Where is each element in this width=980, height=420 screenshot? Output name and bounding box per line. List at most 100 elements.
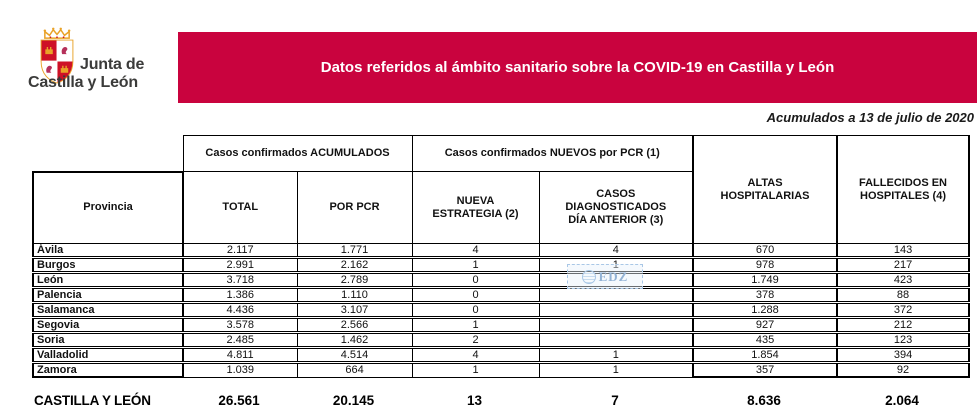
cell-total: 3.718 — [182, 272, 298, 289]
cell-total: 4.436 — [182, 302, 298, 319]
date-note: Acumulados a 13 de julio de 2020 — [766, 110, 974, 125]
cell-casos-dia-anterior — [538, 302, 694, 319]
cell-casos-dia-anterior — [538, 332, 694, 349]
cell-altas: 1.854 — [692, 347, 839, 364]
cell-fallecidos: 423 — [836, 272, 971, 289]
table-row: Salamanca 4.436 3.107 0 1.288 372 — [32, 302, 971, 319]
cell-casos-dia-anterior — [538, 317, 694, 334]
cell-fallecidos: 217 — [836, 257, 971, 274]
blank-corner-cell — [33, 135, 183, 172]
cell-nueva-estrategia: 0 — [411, 302, 540, 319]
covid-data-table: Casos confirmados ACUMULADOS Casos confi… — [32, 135, 971, 378]
cell-altas: 357 — [692, 362, 839, 378]
cell-altas: 927 — [692, 317, 839, 334]
table-row: Soria 2.485 1.462 2 435 123 — [32, 332, 971, 349]
cell-total: 4.811 — [182, 347, 298, 364]
coat-of-arms-icon — [40, 27, 74, 84]
cell-province: Segovia — [32, 317, 184, 334]
cell-por-pcr: 1.110 — [296, 287, 413, 304]
cell-fallecidos: 212 — [836, 317, 971, 334]
cell-fallecidos: 372 — [836, 302, 971, 319]
header-group-new-pcr: Casos confirmados NUEVOS por PCR (1) — [411, 135, 694, 172]
header-nueva-estrategia: NUEVA ESTRATEGIA (2) — [411, 171, 540, 244]
totals-casos-dia-anterior: 7 — [611, 392, 619, 408]
cell-nueva-estrategia: 0 — [411, 272, 540, 289]
cell-altas: 978 — [692, 257, 839, 274]
table-group-header-row: Casos confirmados ACUMULADOS Casos confi… — [33, 135, 971, 244]
cell-province: León — [32, 272, 184, 289]
watermark-text: EDZ — [598, 268, 629, 284]
cell-province: Soria — [32, 332, 184, 349]
cell-total: 1.386 — [182, 287, 298, 304]
table-row: Burgos 2.991 2.162 1 1 978 217 — [32, 257, 971, 274]
watermark-stamp: EDZ — [567, 264, 643, 289]
cell-por-pcr: 2.566 — [296, 317, 413, 334]
table-row: Segovia 3.578 2.566 1 927 212 — [32, 317, 971, 334]
cell-total: 2.991 — [182, 257, 298, 274]
cell-nueva-estrategia: 2 — [411, 332, 540, 349]
cell-altas: 1.288 — [692, 302, 839, 319]
cell-province: Zamora — [32, 362, 184, 378]
cell-altas: 670 — [692, 243, 839, 259]
cell-por-pcr: 3.107 — [296, 302, 413, 319]
cell-por-pcr: 4.514 — [296, 347, 413, 364]
cell-por-pcr: 2.789 — [296, 272, 413, 289]
header-total: TOTAL — [182, 171, 298, 244]
page-title: Datos referidos al ámbito sanitario sobr… — [320, 59, 835, 76]
cell-casos-dia-anterior: 1 — [538, 347, 694, 364]
cell-nueva-estrategia: 0 — [411, 287, 540, 304]
cell-por-pcr: 1.771 — [296, 243, 413, 259]
header-fallecidos: FALLECIDOS EN HOSPITALES (4) — [836, 135, 971, 244]
junta-logo: Junta de Castilla y León — [28, 26, 188, 102]
cell-nueva-estrategia: 1 — [411, 257, 540, 274]
table-subheader-row: Provincia TOTAL POR PCR NUEVA ESTRATEGIA… — [32, 170, 969, 244]
logo-text-line2: Castilla y León — [28, 74, 138, 91]
table-row: León 3.718 2.789 0 1.749 423 — [32, 272, 971, 289]
totals-row: CASTILLA Y LEÓN 26.561 20.145 13 7 8.636… — [32, 390, 968, 410]
cell-casos-dia-anterior: 4 — [538, 243, 694, 259]
cell-fallecidos: 394 — [836, 347, 971, 364]
cell-province: Burgos — [32, 257, 184, 274]
cell-total: 2.117 — [182, 243, 298, 259]
cell-total: 1.039 — [182, 362, 298, 378]
totals-altas: 8.636 — [747, 392, 781, 408]
table-row: Ávila 2.117 1.771 4 4 670 143 — [32, 243, 971, 259]
cell-total: 2.485 — [182, 332, 298, 349]
totals-por-pcr: 20.145 — [332, 392, 375, 408]
cell-altas: 1.749 — [692, 272, 839, 289]
totals-total: 26.561 — [218, 392, 260, 408]
cell-province: Ávila — [32, 243, 184, 259]
cell-por-pcr: 664 — [296, 362, 413, 378]
cell-casos-dia-anterior: 1 — [538, 362, 694, 378]
cell-fallecidos: 92 — [836, 362, 971, 378]
cell-nueva-estrategia: 1 — [411, 362, 540, 378]
logo-text-line1: Junta de — [80, 56, 145, 73]
table-row: Valladolid 4.811 4.514 4 1 1.854 394 — [32, 347, 971, 364]
cell-province: Salamanca — [32, 302, 184, 319]
header-casos-diagnosticados: CASOS DIAGNOSTICADOS DÍA ANTERIOR (3) — [538, 171, 694, 244]
cell-nueva-estrategia: 1 — [411, 317, 540, 334]
cell-casos-dia-anterior — [538, 287, 694, 304]
totals-nueva-estrategia: 13 — [466, 392, 483, 408]
cell-por-pcr: 2.162 — [296, 257, 413, 274]
totals-label: CASTILLA Y LEÓN — [34, 392, 151, 408]
title-banner: Datos referidos al ámbito sanitario sobr… — [178, 32, 977, 103]
cell-altas: 378 — [692, 287, 839, 304]
cell-fallecidos: 123 — [836, 332, 971, 349]
cell-altas: 435 — [692, 332, 839, 349]
header-group-accumulated: Casos confirmados ACUMULADOS — [182, 135, 413, 172]
cell-por-pcr: 1.462 — [296, 332, 413, 349]
cell-nueva-estrategia: 4 — [411, 347, 540, 364]
header-altas: ALTAS HOSPITALARIAS — [692, 135, 839, 244]
cell-fallecidos: 143 — [836, 243, 971, 259]
totals-fallecidos: 2.064 — [885, 392, 919, 408]
cell-province: Palencia — [32, 287, 184, 304]
cell-fallecidos: 88 — [836, 287, 971, 304]
cell-province: Valladolid — [32, 347, 184, 364]
globe-icon — [581, 269, 596, 284]
table-row: Zamora 1.039 664 1 1 357 92 — [32, 362, 971, 378]
cell-total: 3.578 — [182, 317, 298, 334]
table-row: Palencia 1.386 1.110 0 378 88 — [32, 287, 971, 304]
header-por-pcr: POR PCR — [296, 171, 413, 244]
